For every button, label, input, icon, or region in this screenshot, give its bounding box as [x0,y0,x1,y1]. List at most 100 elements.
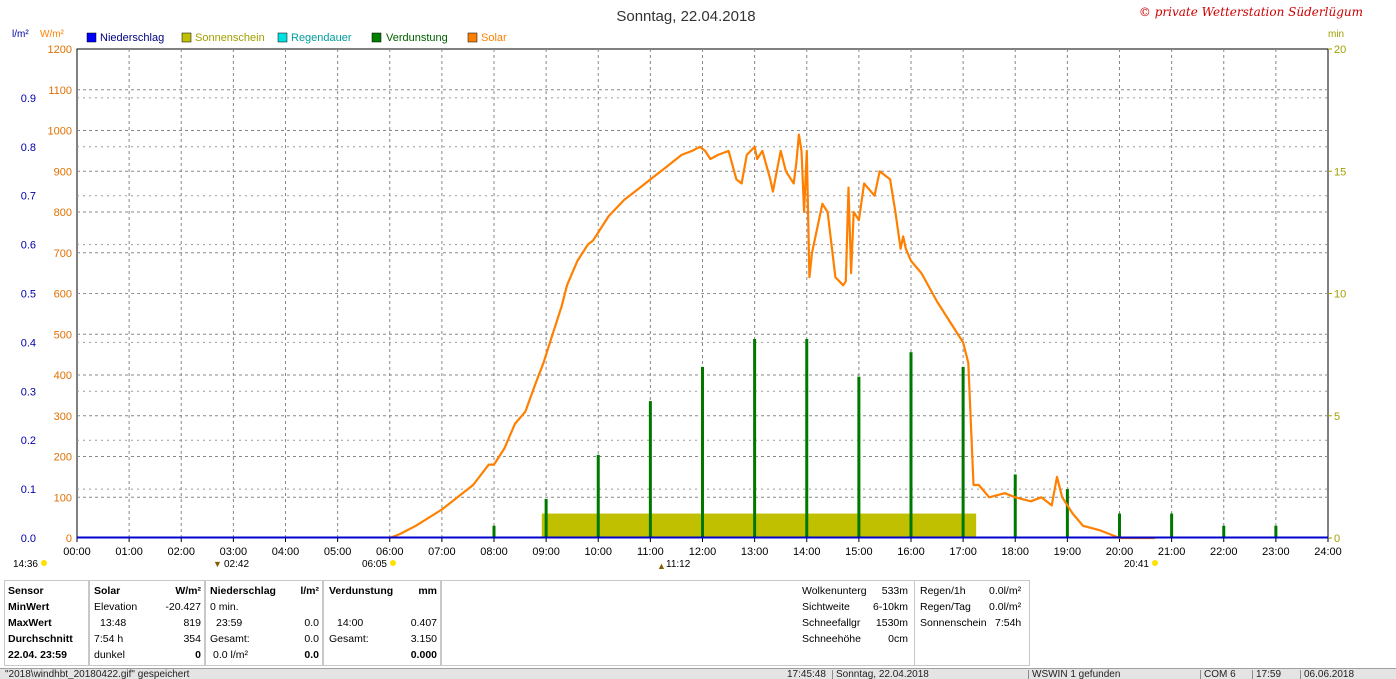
stats-header-sensor: Sensor [8,585,44,597]
stats-rain-panel: Niederschlag l/m² 0 min. 23:59 0.0 Gesam… [204,580,324,666]
rain-row2-value: 0.0 [304,617,319,629]
legend-item-verdunstung[interactable]: Verdunstung [371,32,448,44]
rain-row2-label: 23:59 [216,617,243,629]
weather-chart: Sonntag, 22.04.2018 © private Wetterstat… [12,5,1363,571]
verdunstung-spike [1013,474,1017,538]
x-tick-label: 16:00 [897,546,925,558]
solar-row4-label: dunkel [94,649,125,661]
x-tick-label: 14:00 [793,546,821,558]
legend-swatch [277,32,288,43]
stats-max-label: MaxWert [8,617,52,629]
legend-label: Niederschlag [100,32,164,44]
y-tick-label-rain: 0.4 [21,337,36,349]
solar-row1-value: -20.427 [165,601,201,613]
marker-dot [41,560,47,566]
x-tick-label: 21:00 [1158,546,1186,558]
rainsum-label: Sonnenschein [920,617,987,629]
y-tick-label-rain: 0.3 [21,386,36,398]
stats-avg-label: Durchschnitt [8,633,73,645]
legend-item-regendauer[interactable]: Regendauer [277,32,352,44]
legend-swatch [181,32,192,43]
y-tick-label-rain: 0.5 [21,289,36,301]
copyright-text: © private Wetterstation Süderlügum [1139,5,1363,19]
x-tick-label: 03:00 [220,546,248,558]
legend-label: Verdunstung [386,32,448,44]
y-tick-label-rain: 0.6 [21,240,36,252]
rain-row4-value: 0.0 [304,649,319,661]
y-tick-label-solar: 1000 [48,126,72,138]
y-tick-label-solar: 1100 [48,85,72,97]
x-tick-label: 05:00 [324,546,352,558]
stats-sensor-panel: Sensor MinWert MaxWert Durchschnitt 22.0… [4,580,90,666]
legend-label: Regendauer [291,32,352,44]
right-axis-unit: min [1328,29,1344,40]
verdunstung-spike [1170,513,1174,538]
y-axis-solar: 0 100 200 300 400 500 600 700 800 900 1000 1100 1200 [48,44,72,545]
status-station: WSWIN 1 gefunden [1028,670,1120,679]
x-tick-label: 12:00 [689,546,717,558]
x-tick-label: 06:00 [376,546,404,558]
y-tick-label-rain: 0.0 [21,533,36,545]
marker-moon-low: 02:42 [224,559,249,570]
legend-swatch [371,32,382,43]
status-date: Sonntag, 22.04.2018 [832,670,929,679]
verdunstung-bars [492,338,1278,538]
legend-swatch [467,32,478,43]
status-file: "2018\windhbt_20180422.gif" gespeichert [5,669,190,679]
evap-header: Verdunstung [329,585,394,597]
solar-row1-label: Elevation [94,601,138,613]
triangle-down-icon: ▼ [213,559,222,569]
y-tick-label-solar: 300 [54,411,72,423]
status-port: COM 6 [1200,670,1236,679]
stats-panel: Sensor MinWert MaxWert Durchschnitt 22.0… [0,580,1396,668]
verdunstung-spike [1274,525,1278,538]
x-tick-label: 23:00 [1262,546,1290,558]
verdunstung-spike [596,454,600,538]
y-tick-label-solar: 0 [66,533,72,545]
solar-row2-label: 13:48 [100,617,127,629]
x-tick-label: 08:00 [480,546,508,558]
y-tick-label-solar: 900 [54,166,72,178]
rain-header: Niederschlag [210,585,276,597]
verdunstung-spike [1065,489,1069,538]
y-axis-minutes: 0 5 10 15 20 [1328,44,1346,545]
chart-title: Sonntag, 22.04.2018 [616,8,755,25]
x-tick-label: 20:00 [1106,546,1134,558]
rainsum-value: 0.0l/m² [989,601,1022,613]
weather-value: 6-10km [872,601,908,613]
rain-row3-label: Gesamt: [210,633,250,645]
rain-row4-label: 0.0 l/m² [213,649,249,661]
y-tick-label-solar: 600 [54,289,72,301]
y-tick-label-solar: 200 [54,452,72,464]
weather-label: Sichtweite [802,601,850,613]
y-tick-label-minutes: 20 [1334,44,1346,56]
marker-noon: 11:12 [666,559,691,570]
rainsum-value: 7:54h [995,617,1022,629]
rain-unit: l/m² [300,585,319,597]
legend-item-solar[interactable]: Solar [467,32,507,44]
stats-solar-panel: Solar W/m² Elevation -20.427 13:48 819 7… [88,580,206,666]
verdunstung-spike [648,401,652,538]
x-tick-label: 10:00 [584,546,612,558]
solar-row3-value: 354 [183,633,201,645]
y-tick-label-solar: 1200 [48,44,72,56]
stats-rain-summary-panel: Regen/1h 0.0l/m² Regen/Tag 0.0l/m² Sonne… [914,580,1030,666]
y-tick-label-rain: 0.2 [21,435,36,447]
status-clock: 17:59 [1252,670,1281,679]
evap-row2-value: 0.407 [410,617,437,629]
solar-row3-label: 7:54 h [94,633,124,645]
y-tick-label-minutes: 5 [1334,411,1340,423]
solar-header: Solar [94,585,121,597]
evap-row3-value: 3.150 [410,633,437,645]
marker-left-time: 14:36 [13,559,38,570]
x-tick-label: 22:00 [1210,546,1238,558]
x-tick-label: 24:00 [1314,546,1342,558]
weather-label: Schneefallgr [802,617,861,629]
solar-unit: W/m² [175,585,201,597]
legend-item-niederschlag[interactable]: Niederschlag [86,32,164,44]
y-tick-label-rain: 0.8 [21,142,36,154]
legend-item-sonnenschein[interactable]: Sonnenschein [181,32,265,44]
rainsum-label: Regen/Tag [920,601,971,613]
triangle-up-icon: ▲ [657,561,666,571]
legend-label: Sonnenschein [195,32,265,44]
